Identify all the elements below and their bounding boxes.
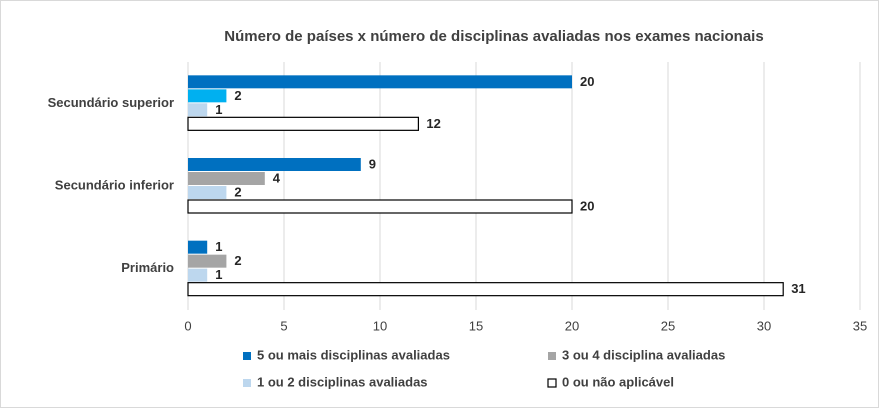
bar	[188, 75, 572, 89]
legend-label: 1 ou 2 disciplinas avaliadas	[257, 374, 428, 389]
bar	[187, 116, 419, 131]
legend-label: 5 ou mais disciplinas avaliadas	[257, 347, 450, 362]
bar	[188, 103, 208, 117]
legend-swatch	[243, 352, 251, 360]
y-tick-label: Primário	[121, 260, 174, 275]
data-label: 1	[215, 102, 222, 117]
bar	[188, 240, 208, 254]
data-label: 1	[215, 239, 222, 254]
legend-label: 3 ou 4 disciplina avaliadas	[562, 347, 725, 362]
legend-swatch	[547, 378, 557, 388]
x-tick-label: 10	[373, 318, 387, 333]
data-label: 4	[273, 170, 281, 185]
data-label: 20	[580, 74, 594, 89]
data-label: 1	[215, 267, 222, 282]
bar	[188, 268, 208, 282]
legend-label: 0 ou não aplicável	[562, 374, 674, 389]
x-tick-label: 15	[469, 318, 483, 333]
data-label: 2	[234, 253, 241, 268]
bar	[187, 282, 784, 297]
bar	[187, 199, 573, 214]
legend-swatch	[548, 352, 556, 360]
data-label: 2	[234, 88, 241, 103]
y-tick-label: Secundário superior	[48, 95, 174, 110]
bar	[188, 89, 227, 103]
data-label: 9	[369, 156, 376, 171]
x-tick-label: 35	[853, 318, 867, 333]
data-label: 12	[426, 116, 440, 131]
y-tick-label: Secundário inferior	[55, 177, 174, 192]
bar	[188, 172, 265, 185]
x-tick-label: 20	[565, 318, 579, 333]
x-tick-label: 30	[757, 318, 771, 333]
bar	[188, 158, 361, 171]
data-label: 20	[580, 198, 594, 213]
legend-swatch	[243, 379, 251, 387]
data-label: 31	[791, 281, 805, 296]
bar	[188, 186, 227, 199]
chart-title: Número de países x número de disciplinas…	[224, 28, 763, 45]
bar	[188, 254, 227, 268]
x-tick-label: 25	[661, 318, 675, 333]
x-tick-label: 0	[184, 318, 191, 333]
data-label: 2	[234, 184, 241, 199]
x-tick-label: 5	[280, 318, 287, 333]
